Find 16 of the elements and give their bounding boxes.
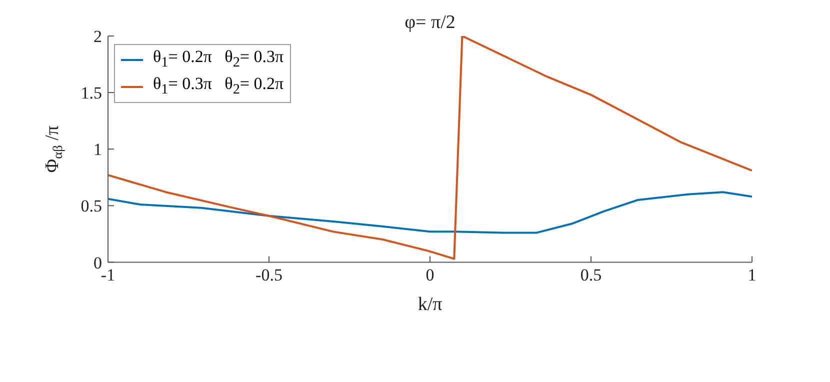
line-series bbox=[108, 36, 752, 260]
legend-label: θ$_{1}$= 0.2π θ$_{2}$= 0.3π bbox=[153, 46, 284, 72]
y-tick-label: 0 bbox=[94, 253, 102, 272]
x-tick-label: 0.5 bbox=[580, 265, 602, 284]
x-axis-title: k/π bbox=[418, 294, 443, 316]
x-tick-label: -1 bbox=[100, 265, 116, 284]
x-tick-label: 1 bbox=[748, 265, 756, 284]
legend-label: θ$_{1}$= 0.3π θ$_{2}$= 0.2π bbox=[153, 73, 284, 100]
line-series bbox=[108, 191, 752, 234]
y-tick-label: 2 bbox=[94, 27, 102, 46]
y-tick-label: 1.5 bbox=[80, 84, 102, 103]
chart-title: φ= π/2 bbox=[404, 12, 456, 33]
x-tick-label: -0.5 bbox=[256, 265, 282, 284]
y-tick-label: 0.5 bbox=[80, 196, 102, 216]
x-tick-label: 0 bbox=[426, 265, 434, 284]
y-tick-label: 1 bbox=[94, 140, 102, 160]
